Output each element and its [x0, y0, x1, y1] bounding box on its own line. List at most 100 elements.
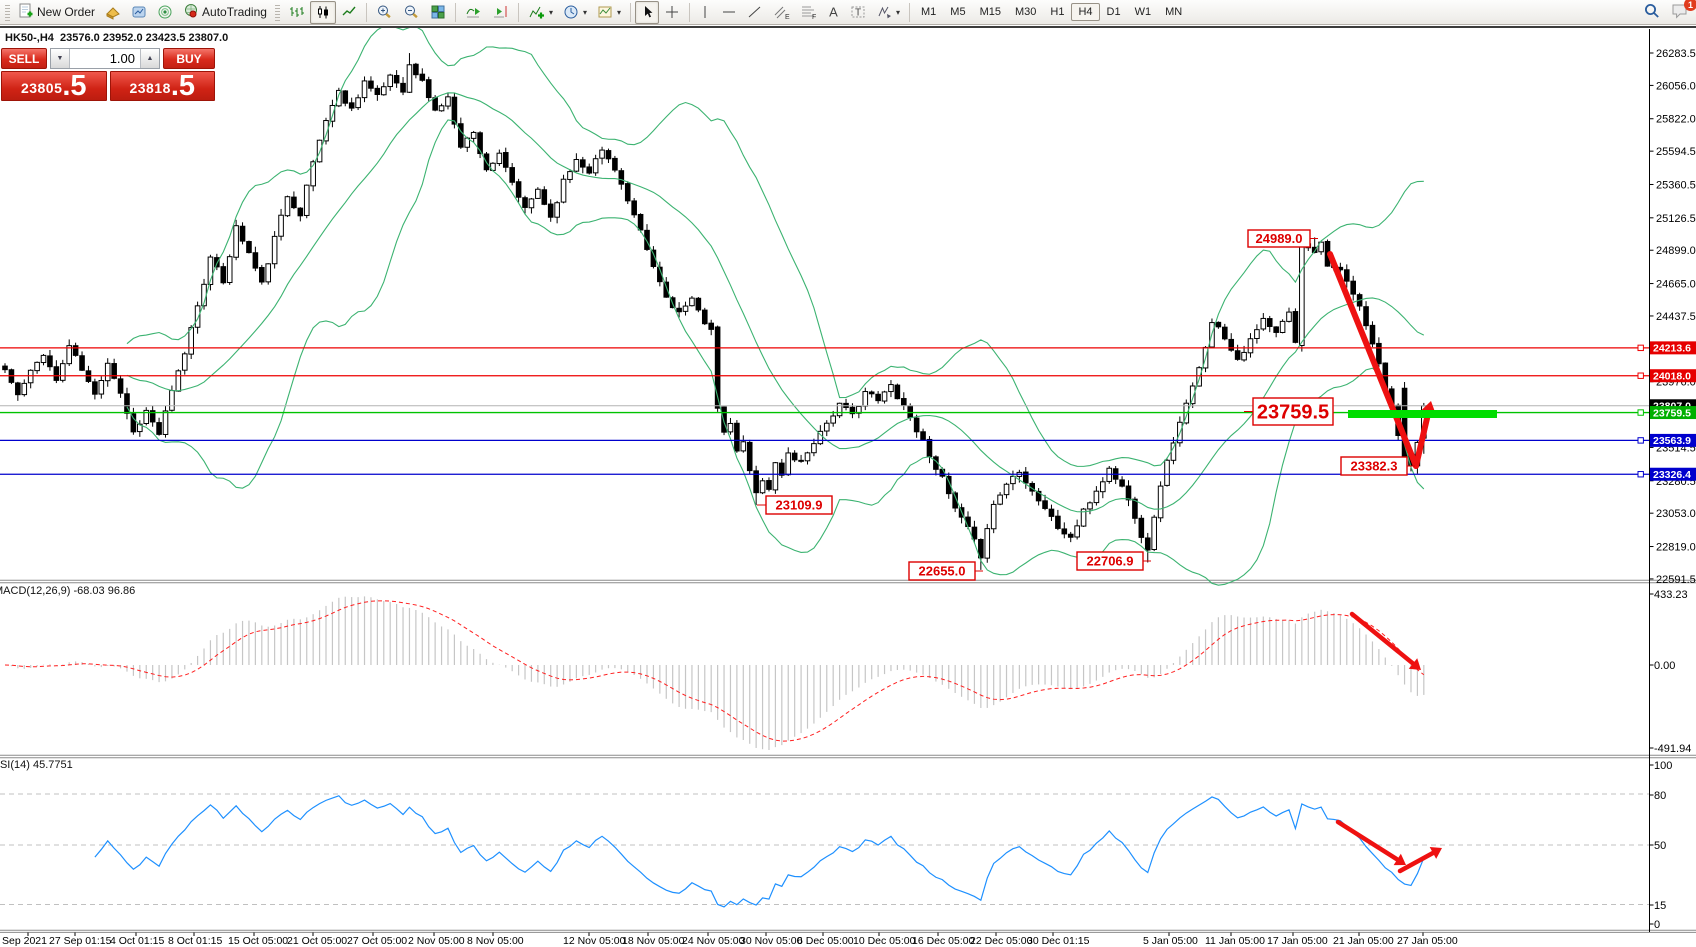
- templates-icon[interactable]: ▾: [592, 1, 626, 24]
- tf-d1[interactable]: D1: [1106, 6, 1121, 18]
- notifications-button[interactable]: 1: [1671, 0, 1696, 25]
- data-window-icon[interactable]: [126, 1, 152, 24]
- market-depth-icon[interactable]: [100, 1, 126, 24]
- price-tick: 26056.0: [1656, 80, 1696, 92]
- price-tick: 25126.5: [1656, 213, 1696, 225]
- price-tick: 23053.0: [1656, 508, 1696, 520]
- date-label: 30 Dec 01:15: [1027, 935, 1090, 947]
- notification-badge: 1: [1684, 0, 1696, 11]
- trend-arrow: [1327, 251, 1437, 469]
- swing-label: 22706.9: [1076, 551, 1151, 571]
- main-toolbar: New Order AutoTrading ▾ ▾ ▾ E F A: [0, 0, 1696, 25]
- date-label: 2 Nov 05:00: [408, 935, 465, 947]
- new-order-icon: [18, 3, 34, 22]
- trendline-icon[interactable]: [742, 1, 768, 24]
- equidistant-channel-icon[interactable]: E: [768, 1, 795, 24]
- sound-icon[interactable]: [152, 1, 178, 24]
- date-label: 4 Oct 01:15: [110, 935, 164, 947]
- price-badge-text: 23759.5: [1653, 407, 1691, 419]
- arrows-shapes-icon[interactable]: ▾: [871, 1, 905, 24]
- price-tick: 22591.5: [1656, 574, 1696, 586]
- candles: [2, 53, 1427, 570]
- bar-chart-icon[interactable]: [283, 1, 310, 24]
- rsi-line: [94, 795, 1425, 908]
- volume-increase-button[interactable]: ▲: [140, 49, 159, 68]
- tf-m30[interactable]: M30: [1014, 6, 1037, 18]
- date-label: 27 Jan 05:00: [1397, 935, 1458, 947]
- svg-text:F: F: [812, 14, 816, 20]
- dropdown-caret: ▾: [896, 7, 901, 17]
- price-tick: 22819.0: [1656, 542, 1696, 554]
- date-label: 21 Oct 05:00: [287, 935, 347, 947]
- volume-input[interactable]: 1.00: [109, 51, 135, 66]
- sell-button[interactable]: SELL: [1, 48, 47, 69]
- rsi-tick: 100: [1654, 760, 1672, 772]
- line-handle: [1637, 372, 1644, 379]
- price-badge: [1650, 341, 1696, 355]
- dropdown-caret: ▾: [616, 7, 621, 17]
- chart-window: HK50-,H4 23576.0 23952.0 23423.5 23807.0…: [0, 26, 1696, 947]
- symbol-ohlc-readout: HK50-,H4 23576.0 23952.0 23423.5 23807.0: [5, 32, 229, 44]
- tf-m5[interactable]: M5: [950, 6, 966, 18]
- buy-button[interactable]: BUY: [163, 48, 215, 69]
- tf-mn[interactable]: MN: [1165, 6, 1183, 18]
- fibonacci-icon[interactable]: F: [795, 1, 822, 24]
- line-handle: [1637, 437, 1644, 444]
- price-tick: 24437.5: [1656, 311, 1696, 323]
- zoom-out-icon[interactable]: [398, 1, 425, 24]
- price-chart[interactable]: 24989.0 23759.5 23382.3 23109.9 22655.0 22706…: [0, 28, 1696, 947]
- ask-frac: .5: [170, 70, 196, 103]
- price-tick: 25594.5: [1656, 146, 1696, 158]
- indicators-icon[interactable]: ▾: [523, 1, 558, 24]
- price-tick: 24665.0: [1656, 279, 1696, 291]
- date-label: 5 Jan 05:00: [1143, 935, 1198, 947]
- line-handle: [1637, 344, 1644, 352]
- volume-stepper: ▼ 1.00 ▲: [50, 48, 160, 69]
- swing-label: 23382.3: [1340, 456, 1415, 476]
- toolbar-grip[interactable]: [274, 3, 280, 21]
- vertical-line-icon[interactable]: [694, 1, 716, 24]
- new-order-button[interactable]: New Order: [13, 1, 100, 24]
- tf-w1[interactable]: W1: [1134, 6, 1152, 18]
- date-label: 17 Jan 05:00: [1267, 935, 1328, 947]
- swing-label-text: 23382.3: [1351, 459, 1398, 474]
- chart-shift-icon[interactable]: [487, 1, 514, 24]
- crosshair-icon[interactable]: [659, 1, 685, 24]
- autotrading-button[interactable]: AutoTrading: [178, 1, 272, 24]
- autoscroll-icon[interactable]: [460, 1, 487, 24]
- trend-arrow: [1349, 611, 1421, 670]
- tf-h1[interactable]: H1: [1050, 6, 1065, 18]
- cursor-icon[interactable]: [635, 0, 659, 24]
- swing-label-text: 23759.5: [1257, 402, 1329, 424]
- new-order-label: New Order: [37, 5, 96, 19]
- tile-windows-icon[interactable]: [425, 1, 451, 24]
- date-label: 30 Nov 05:00: [740, 935, 803, 947]
- date-label: 16 Dec 05:00: [912, 935, 975, 947]
- toolbar-grip[interactable]: [5, 3, 10, 21]
- swing-label-text: 22706.9: [1087, 554, 1134, 569]
- candlestick-chart-icon[interactable]: [309, 0, 336, 24]
- one-click-trading-widget: SELL ▼ 1.00 ▲ BUY 23805.5 23818.5: [1, 48, 215, 101]
- volume-decrease-button[interactable]: ▼: [51, 49, 70, 68]
- text-icon[interactable]: A: [822, 1, 845, 24]
- rsi-tick: 15: [1654, 900, 1666, 912]
- price-badge: [1650, 433, 1696, 447]
- line-chart-icon[interactable]: [336, 1, 362, 24]
- ask-price-display[interactable]: 23818.5: [109, 70, 215, 103]
- search-icon[interactable]: [1643, 2, 1661, 25]
- date-label: 8 Nov 05:00: [467, 935, 524, 947]
- macd-tick: 0.00: [1654, 660, 1675, 672]
- date-label: 27 Sep 01:15: [49, 935, 112, 947]
- tf-h4[interactable]: H4: [1071, 3, 1100, 21]
- zoom-in-icon[interactable]: [371, 1, 398, 24]
- text-label-icon[interactable]: T: [845, 1, 871, 24]
- horizontal-line-icon[interactable]: [716, 1, 742, 24]
- price-tick: 26283.5: [1656, 48, 1696, 60]
- tf-m15[interactable]: M15: [979, 6, 1001, 18]
- rsi-tick: 80: [1654, 790, 1666, 802]
- swing-label: 24989.0: [1247, 229, 1318, 248]
- periods-icon[interactable]: ▾: [558, 1, 592, 24]
- bollinger-band: [126, 28, 1424, 467]
- tf-m1[interactable]: M1: [921, 6, 937, 18]
- bid-price-display[interactable]: 23805.5: [1, 71, 107, 101]
